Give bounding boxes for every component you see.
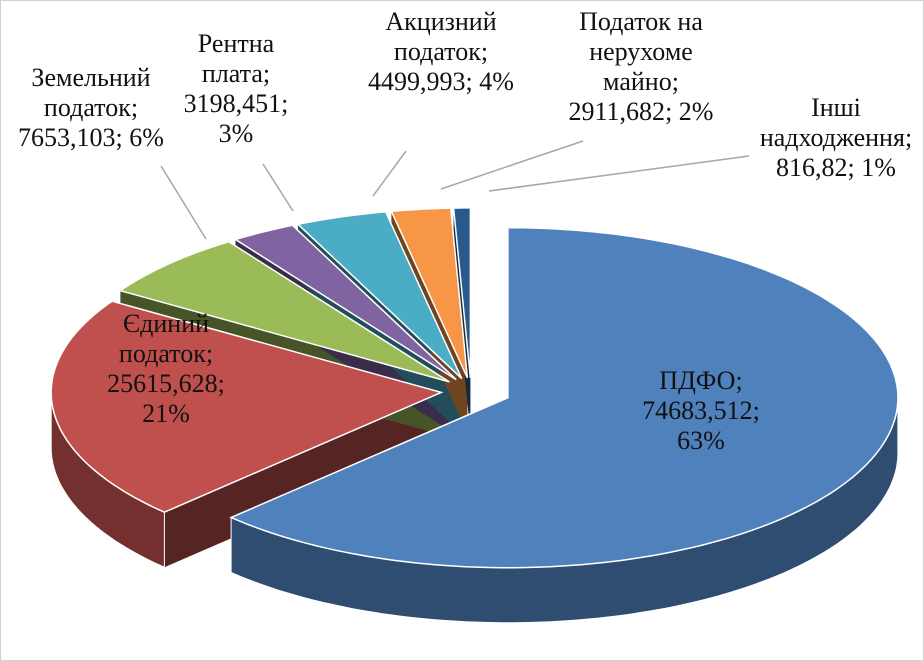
value-label: 2911,682 (568, 97, 666, 126)
value-label: 816,82 (776, 153, 848, 182)
separator: ; (480, 37, 489, 66)
data-label: Інші надходження; 816,82; 1% (756, 93, 916, 183)
leader-line (160, 165, 207, 240)
leader-line (262, 163, 294, 212)
data-label: ПДФО; 74683,512; 63% (616, 366, 786, 456)
percent-label: 21% (142, 399, 190, 428)
percent-label: 63% (677, 426, 725, 455)
percent-label: 6% (129, 123, 164, 152)
data-label: Рентна плата; 3198,451; 3% (166, 29, 306, 149)
leader-line (488, 155, 750, 192)
separator: ; (465, 67, 473, 96)
percent-label: 1% (861, 153, 896, 182)
category: Єдиний податок (118, 309, 210, 368)
separator: ; (217, 369, 225, 398)
leader-line (440, 140, 584, 190)
separator: ; (205, 339, 214, 368)
slice (390, 207, 469, 379)
separator: ; (665, 97, 673, 126)
category: Рентна плата (197, 29, 275, 88)
separator: ; (735, 366, 743, 395)
data-label: Земельний податок; 7653,103; 6% (11, 63, 171, 153)
data-label: Податок на нерухоме майно; 2911,682; 2% (559, 7, 724, 127)
category: Податок на нерухоме майно (579, 7, 703, 96)
separator: ; (262, 59, 271, 88)
category: ПДФО (659, 366, 736, 395)
category: Земельний податок (31, 63, 151, 122)
separator: ; (115, 123, 123, 152)
data-label: Єдиний податок; 25615,628; 21% (84, 309, 249, 429)
value-label: 25615,628 (107, 369, 218, 398)
slice (452, 207, 472, 378)
leader-lines (160, 140, 750, 240)
separator: ; (904, 123, 913, 152)
separator: ; (281, 89, 289, 118)
slice (233, 224, 457, 381)
slice (118, 240, 450, 383)
percent-label: 3% (218, 119, 254, 148)
slice (296, 211, 463, 380)
separator: ; (752, 396, 760, 425)
value-label: 4499,993 (368, 67, 466, 96)
separator: ; (130, 93, 139, 122)
category: Акцизний податок (385, 7, 497, 66)
data-label: Акцизний податок; 4499,993; 4% (366, 7, 516, 97)
value-label: 74683,512 (642, 396, 753, 425)
percent-label: 4% (479, 67, 514, 96)
slice (50, 300, 444, 514)
separator: ; (671, 67, 679, 96)
slice (229, 226, 899, 569)
separator: ; (847, 153, 855, 182)
category: Інші надходження (759, 93, 905, 152)
leader-line (372, 150, 407, 197)
percent-label: 2% (678, 97, 714, 126)
value-label: 3198,451 (183, 89, 282, 118)
value-label: 7653,103 (18, 123, 116, 152)
